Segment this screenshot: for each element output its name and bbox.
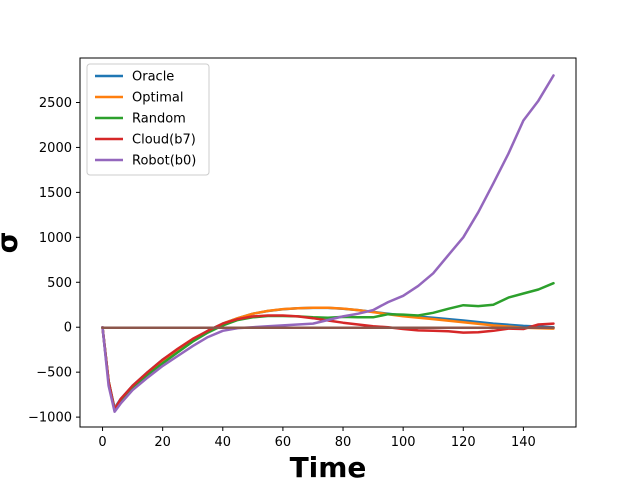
y-tick-label: 0	[64, 321, 72, 336]
legend-label: Random	[132, 112, 186, 127]
legend-box	[86, 63, 210, 176]
y-tick-label: 500	[47, 276, 72, 291]
x-tick-label: 120	[451, 435, 476, 450]
legend: Oracle Optimal Random Cloud(b7) Robot(b0)	[86, 63, 210, 176]
legend-label: Robot(b0)	[132, 154, 196, 169]
legend-label: Cloud(b7)	[132, 133, 196, 148]
series-line-random	[101, 281, 555, 412]
x-tick-label: 100	[391, 435, 416, 450]
x-tick-label: 140	[511, 435, 536, 450]
series-line-cloud-b7	[101, 314, 555, 412]
y-tick-label: −500	[36, 366, 72, 381]
legend-label: Optimal	[132, 91, 183, 106]
series-line-robot-b0	[101, 74, 555, 413]
x-tick-label: 20	[154, 435, 171, 450]
y-tick-label: 1000	[39, 231, 72, 246]
legend-label: Oracle	[132, 70, 174, 85]
x-tick-label: 0	[98, 435, 106, 450]
plot-frame	[79, 57, 577, 428]
y-tick-label: −1000	[28, 411, 72, 426]
series-layer	[101, 74, 555, 413]
x-tick-label: 40	[215, 435, 232, 450]
x-tick-label: 80	[335, 435, 352, 450]
y-axis-label: σ	[0, 232, 24, 254]
y-axis-ticks: −1000 −500 0 500 1000 1500 2000 2500	[28, 96, 80, 426]
y-tick-label: 2500	[39, 96, 72, 111]
y-tick-label: 1500	[39, 186, 72, 201]
x-tick-label: 60	[275, 435, 292, 450]
x-axis-label: Time	[290, 451, 367, 480]
x-axis-ticks: 0 20 40 60 80 100 120 140	[98, 427, 536, 450]
y-tick-label: 2000	[39, 141, 72, 156]
